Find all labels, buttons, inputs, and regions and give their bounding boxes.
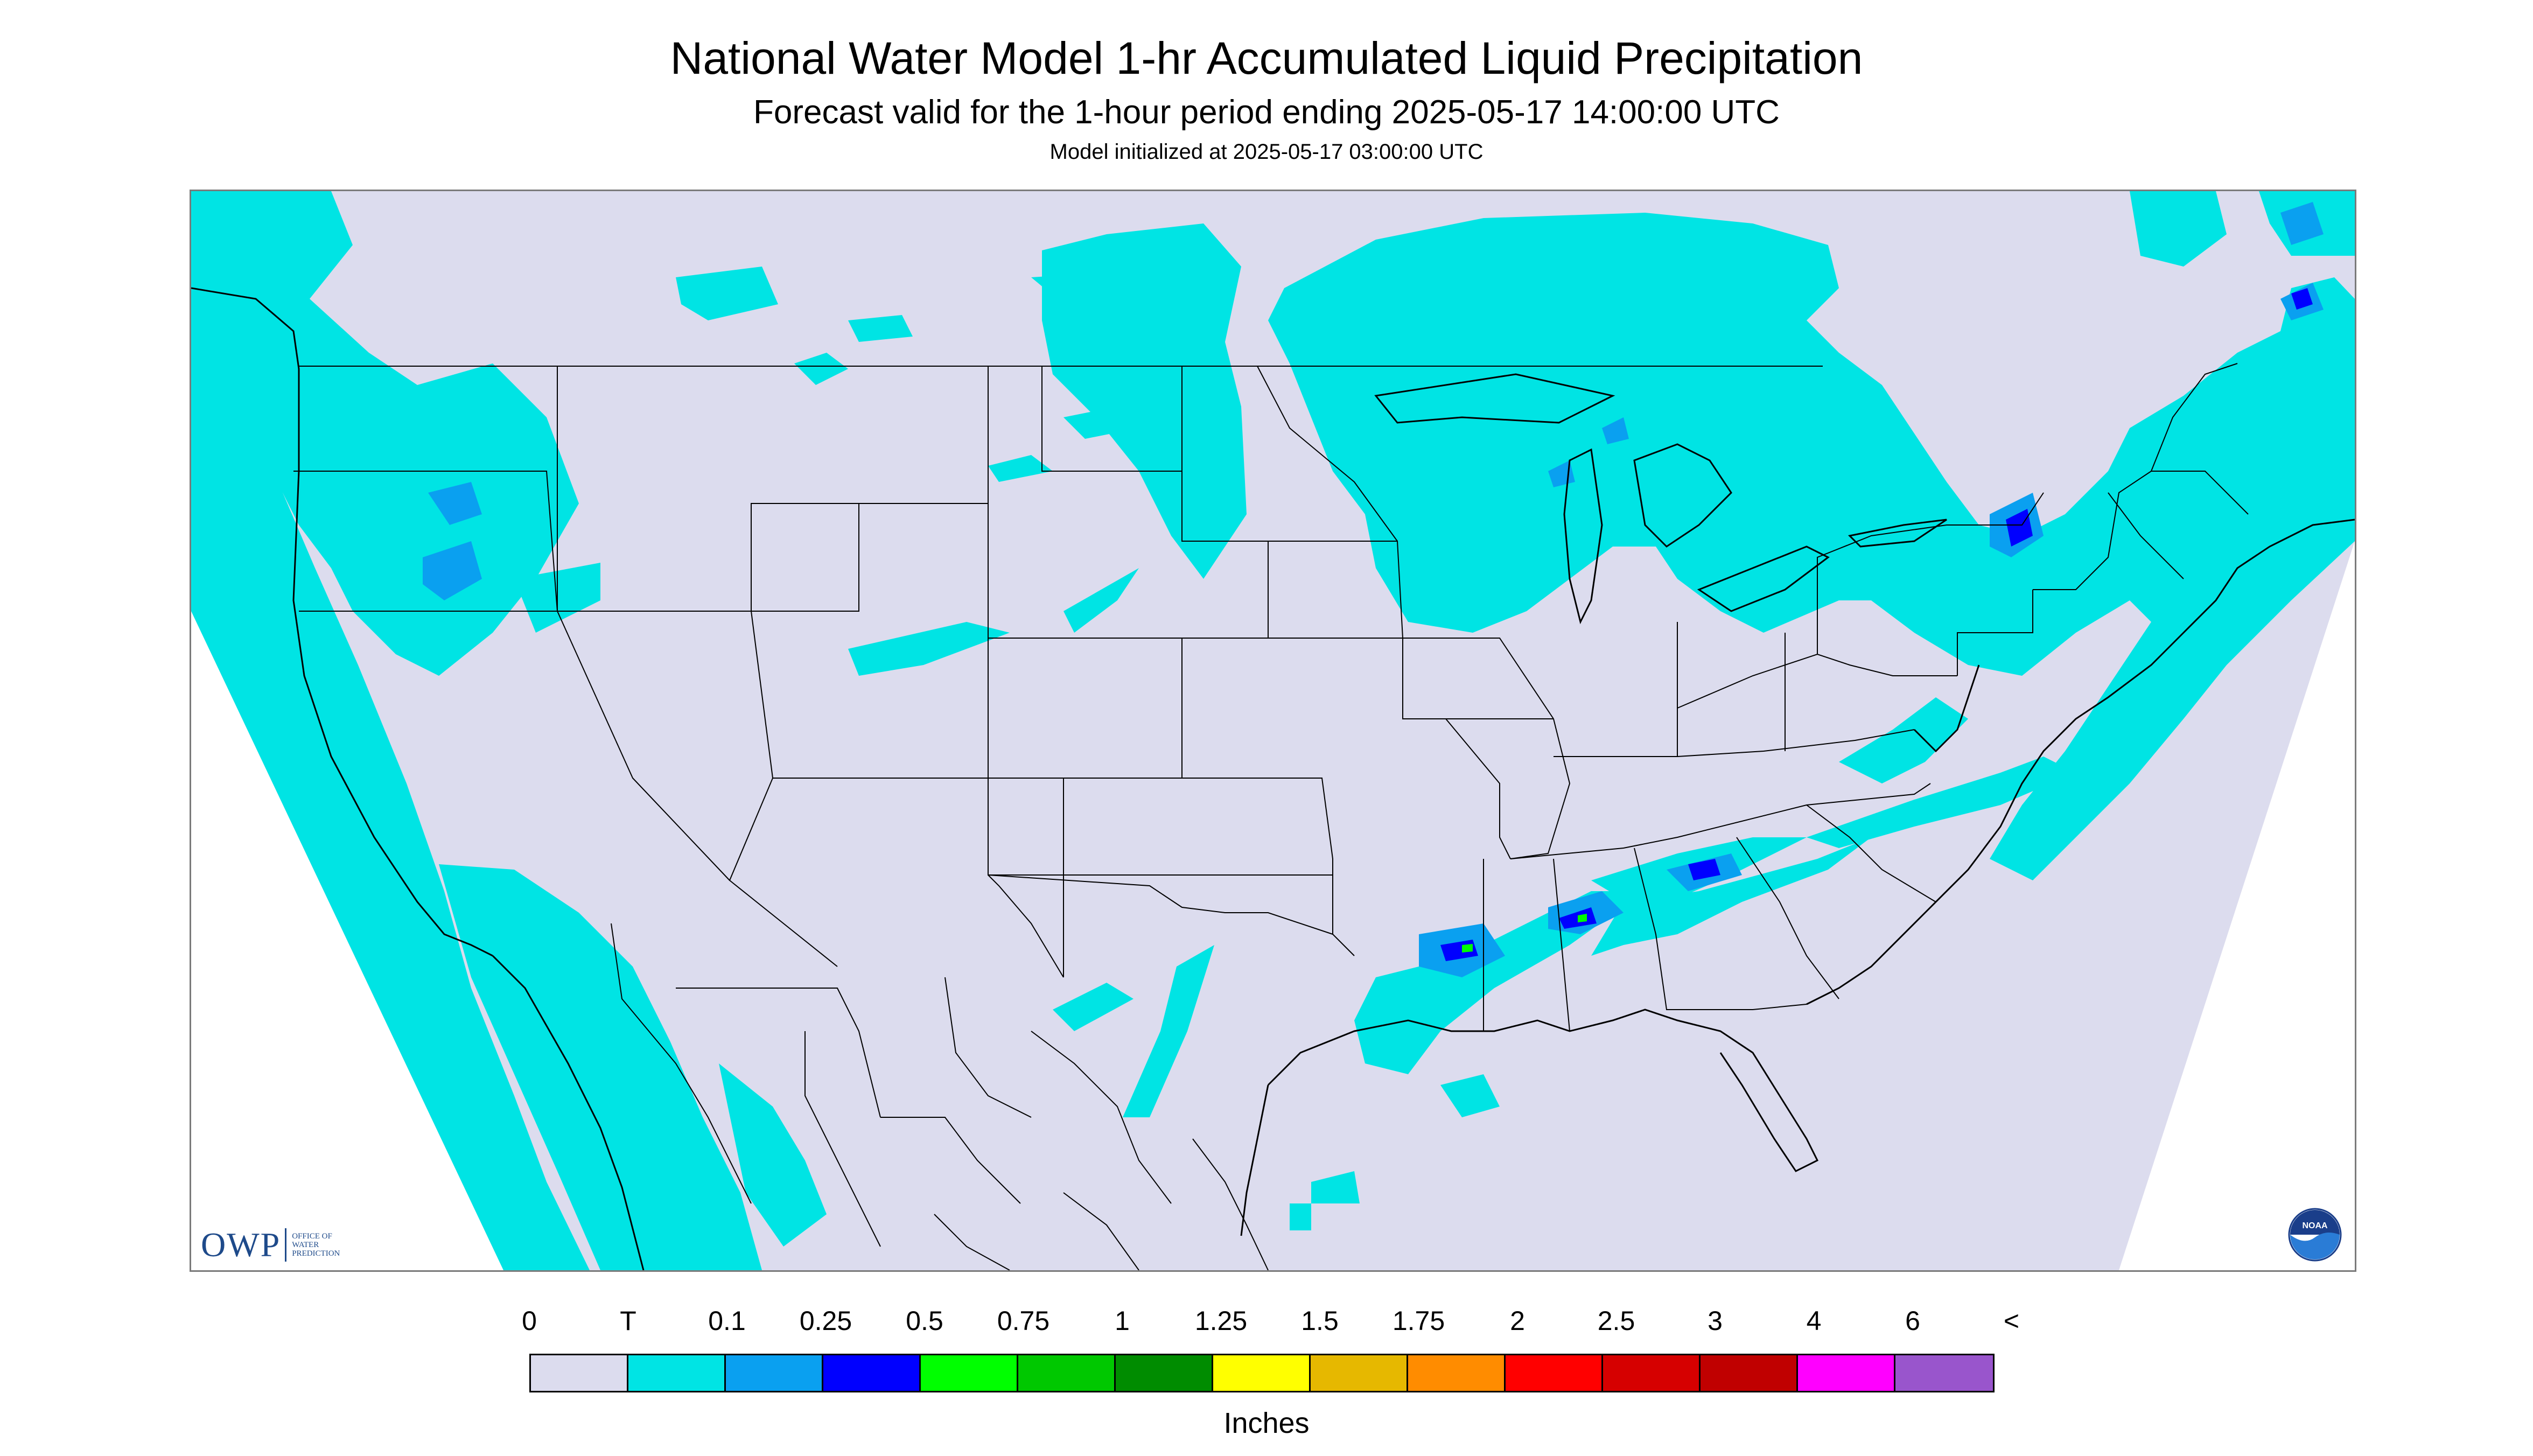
legend-label-8: 1.5 [1301,1306,1339,1336]
forecast-valid-subtitle: Forecast valid for the 1-hour period end… [753,94,1780,131]
mexico-state-boundaries [611,923,1269,1270]
owp-divider [285,1228,287,1262]
legend-swatch-10 [1506,1355,1603,1391]
state-boundaries [293,363,2249,1032]
legend-colorbar [529,1354,1995,1392]
legend-swatch-1 [628,1355,726,1391]
legend-label-4: 0.5 [906,1306,943,1336]
legend-swatch-3 [823,1355,921,1391]
legend-swatch-11 [1603,1355,1701,1391]
legend-label-3: 0.25 [799,1306,852,1336]
legend-units: Inches [1223,1407,1310,1439]
legend-label-5: 0.75 [997,1306,1050,1336]
legend-swatch-5 [1018,1355,1116,1391]
legend-swatch-7 [1213,1355,1311,1391]
legend-swatch-9 [1408,1355,1506,1391]
model-init-line: Model initialized at 2025-05-17 03:00:00… [1049,140,1484,164]
legend-label-2: 0.1 [708,1306,746,1336]
page-title: National Water Model 1-hr Accumulated Li… [670,33,1863,83]
legend-swatch-12 [1701,1355,1798,1391]
precipitation-map [191,191,2355,1270]
legend-swatch-13 [1798,1355,1895,1391]
legend-label-10: 2 [1510,1306,1525,1336]
owp-name: OFFICE OF WATER PREDICTION [292,1232,340,1258]
legend-label-1: T [620,1306,636,1336]
legend-swatch-6 [1116,1355,1213,1391]
legend-label-15: < [2003,1306,2020,1336]
legend-swatch-0 [531,1355,628,1391]
legend-swatch-14 [1895,1355,1993,1391]
legend-label-11: 2.5 [1597,1306,1635,1336]
legend-labels: 0 T 0.1 0.25 0.5 0.75 1 1.25 1.5 1.75 2 2.5 3 4 6 < [0,1305,2533,1338]
very-heavy-precip-cores [1462,914,1587,953]
legend-label-7: 1.25 [1194,1306,1248,1336]
noaa-mark: NOAA [2302,1221,2328,1230]
map-panel[interactable]: OWP OFFICE OF WATER PREDICTION NOAA [190,190,2356,1272]
legend-label-14: 6 [1905,1306,1920,1336]
coastlines [191,287,2355,1270]
legend-label-6: 1 [1115,1306,1130,1336]
owp-logo-icon: OWP OFFICE OF WATER PREDICTION [201,1226,351,1264]
legend-label-13: 4 [1806,1306,1822,1336]
noaa-logo-icon: NOAA [2288,1208,2342,1262]
legend-label-12: 3 [1708,1306,1723,1336]
legend-label-0: 0 [522,1306,537,1336]
legend-swatch-8 [1311,1355,1408,1391]
owp-mark: OWP [201,1226,281,1264]
legend-label-9: 1.75 [1392,1306,1445,1336]
legend-swatch-4 [921,1355,1018,1391]
great-lakes [1374,373,1947,625]
legend-swatch-2 [726,1355,823,1391]
